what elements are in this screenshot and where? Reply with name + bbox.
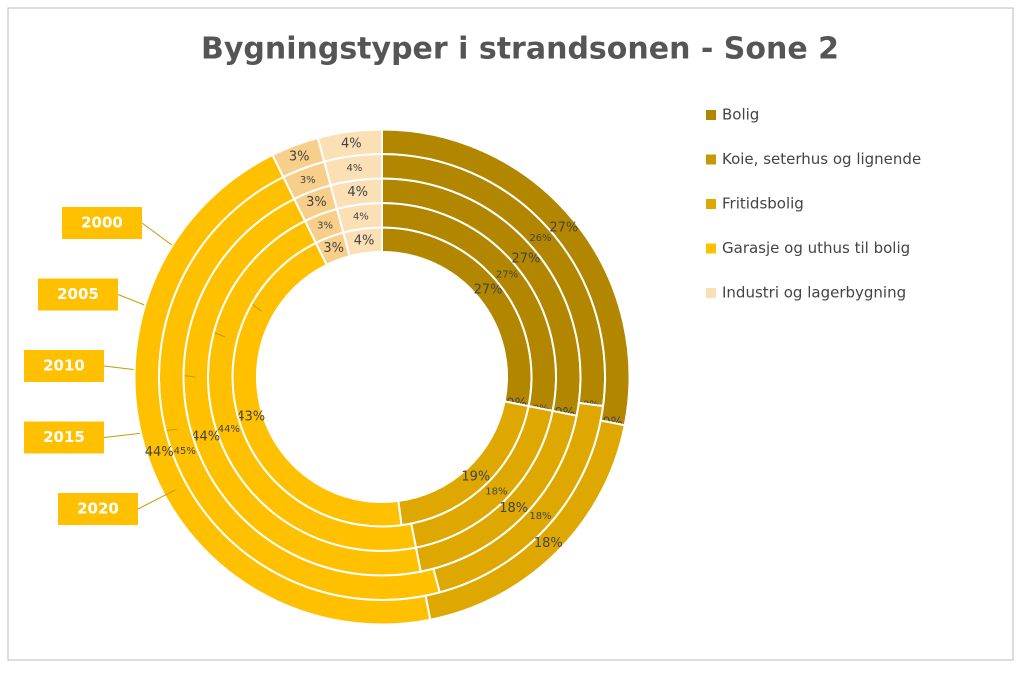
data-label: 18% <box>499 501 528 516</box>
data-label: 27% <box>496 269 518 280</box>
data-label: 18% <box>485 486 507 497</box>
data-label: 19% <box>461 470 490 485</box>
data-label: 27% <box>549 220 578 235</box>
data-label: 4% <box>354 233 375 248</box>
legend-swatch <box>706 243 716 254</box>
series-label-box <box>58 493 138 525</box>
data-label: 4% <box>353 212 369 223</box>
legend-label: Fritidsbolig <box>722 195 804 213</box>
series-label: 2010 <box>43 357 85 375</box>
callout-line <box>137 489 176 510</box>
legend-swatch <box>706 110 716 120</box>
legend-swatch <box>706 288 716 298</box>
legend-label: Koie, seterhus og lignende <box>722 150 921 168</box>
data-label: 3% <box>317 221 333 232</box>
series-label: 2000 <box>81 214 123 232</box>
legend-label: Industri og lagerbygning <box>722 284 906 302</box>
data-label: 18% <box>529 511 551 522</box>
data-label: 4% <box>347 163 363 174</box>
series-label-box <box>62 207 142 239</box>
data-label: 3% <box>300 175 316 186</box>
series-label: 2020 <box>77 500 119 518</box>
series-label-box <box>24 350 104 382</box>
data-label: 4% <box>341 136 362 151</box>
data-label: 26% <box>529 233 551 244</box>
data-label: 44% <box>218 424 240 435</box>
series-label-box <box>38 278 118 311</box>
chart-title: Bygningstyper i strandsonen - Sone 2 <box>201 32 839 67</box>
data-label: 45% <box>174 446 196 457</box>
data-label: 43% <box>236 409 265 424</box>
donut-slice <box>316 128 383 163</box>
series-label: 2005 <box>57 285 99 303</box>
series-label-box <box>24 421 104 454</box>
data-label: 27% <box>474 282 503 297</box>
data-label: 4% <box>347 185 368 200</box>
legend-swatch <box>706 199 716 209</box>
series-label: 2015 <box>43 428 85 446</box>
data-label: 44% <box>145 445 174 460</box>
legend-label: Garasje og uthus til bolig <box>722 239 910 257</box>
data-label: 3% <box>323 241 344 256</box>
data-label: 27% <box>512 251 541 266</box>
data-label: 18% <box>534 536 563 551</box>
legend-label: Bolig <box>722 106 759 124</box>
legend-swatch <box>706 154 716 165</box>
data-label: 3% <box>289 149 310 164</box>
data-label: 3% <box>306 195 327 210</box>
data-label: 44% <box>191 429 220 444</box>
